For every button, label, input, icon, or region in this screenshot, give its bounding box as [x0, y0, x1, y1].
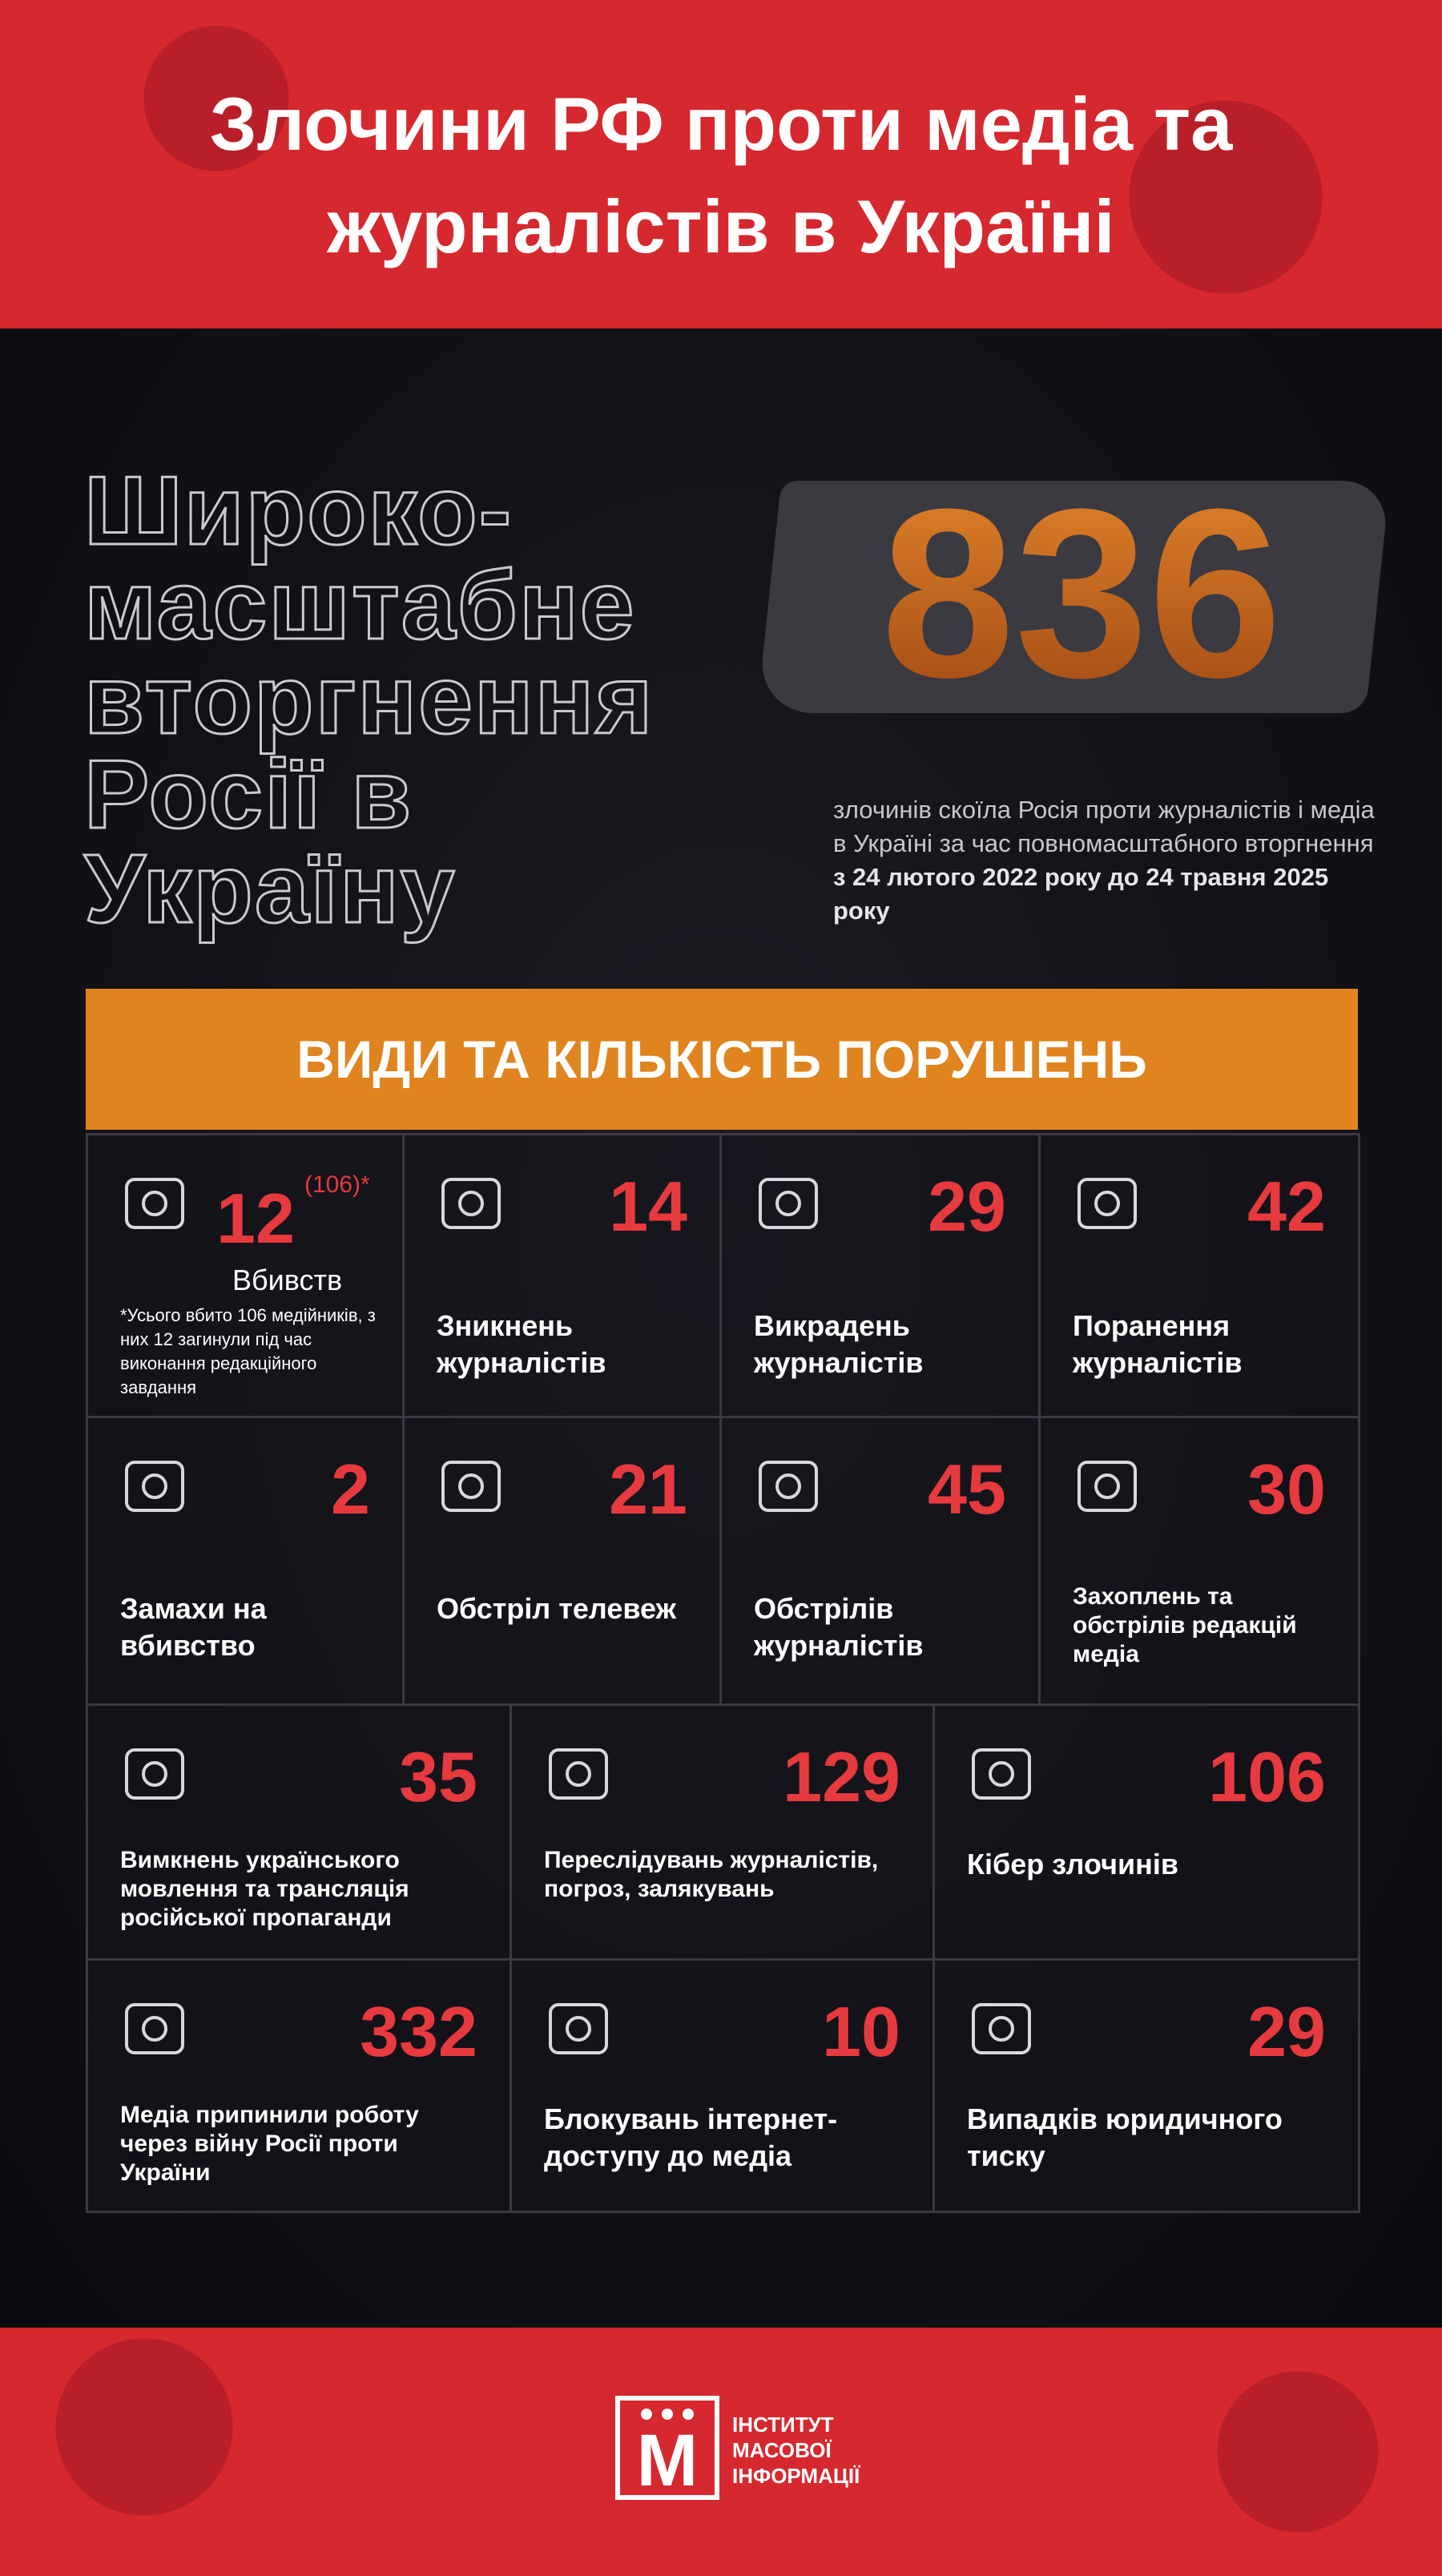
total-number: 836	[793, 473, 1370, 713]
stat-label: Вбивств	[232, 1264, 343, 1296]
stat-number: 106	[1208, 1737, 1326, 1816]
outline-line: Росії в	[83, 740, 413, 849]
icon	[972, 2003, 1031, 2054]
stat-cell: 45 Обстрілів журналістів	[719, 1416, 1041, 1706]
stat-label: Обстрілів журналістів	[754, 1592, 924, 1662]
stat-number: 29	[1247, 1992, 1326, 2071]
stat-cell: 42 Поранення журналістів	[1038, 1133, 1360, 1418]
logo-dot	[683, 2409, 694, 2420]
footer	[0, 2328, 1442, 2576]
logo-dot	[662, 2409, 673, 2420]
logo-text: МАСОВОЇ	[732, 2438, 832, 2462]
stat-number: 42	[1247, 1167, 1326, 1246]
icon	[125, 1178, 184, 1229]
logo-dot	[641, 2409, 652, 2420]
stat-cell: 30 Захоплень та обстрілів редакцій медіа	[1038, 1416, 1360, 1706]
title-line: Злочини РФ проти медіа та	[209, 82, 1233, 166]
icon	[125, 2003, 184, 2054]
logo: М	[615, 2396, 719, 2501]
icon	[125, 1461, 184, 1512]
logo-text: ІНФОРМАЦІЇ	[732, 2464, 860, 2488]
stat-label: Переслідувань журналістів, погроз, заляк…	[544, 1847, 879, 1902]
stat-label: Кібер злочинів	[967, 1848, 1179, 1881]
stat-label: Поранення журналістів	[1073, 1309, 1243, 1379]
icon	[1077, 1178, 1137, 1229]
stat-label: Вимкнень українського мовлення та трансл…	[120, 1847, 409, 1931]
outline-line: масштабне	[83, 550, 636, 659]
logo-text: ІНСТИТУТ	[732, 2413, 834, 2437]
icon	[759, 1178, 818, 1229]
stat-cell: 106 Кібер злочинів	[932, 1703, 1360, 1961]
stat-superscript: (106)*	[304, 1171, 370, 1198]
stat-number: 30	[1247, 1449, 1326, 1529]
stat-cell: 29 Викрадень журналістів	[719, 1133, 1041, 1418]
stat-label: Замахи на вбивство	[120, 1592, 267, 1662]
stat-number: 29	[928, 1167, 1006, 1246]
stat-number: 10	[822, 1992, 900, 2071]
outline-line: вторгнення	[83, 645, 655, 754]
stat-cell: 2 Замахи на вбивство	[86, 1416, 405, 1706]
icon	[549, 1748, 608, 1800]
title-line: журналістів в Україні	[327, 184, 1115, 268]
stat-label: Блокувань інтернет-доступу до медіа	[544, 2102, 838, 2172]
stat-number: 35	[399, 1737, 477, 1816]
description-dates: з 24 лютого 2022 року до 24 травня 2025 …	[833, 863, 1329, 925]
stat-cell: 29 Випадків юридичного тиску	[932, 1958, 1360, 2213]
stat-label: Медіа припинили роботу через війну Росії…	[120, 2102, 419, 2186]
header: Злочини РФ проти медіа та журналістів в …	[0, 0, 1442, 329]
stat-number: 14	[609, 1167, 687, 1246]
stat-cell: 10 Блокувань інтернет-доступу до медіа	[510, 1958, 935, 2213]
stat-cell: 129 Переслідувань журналістів, погроз, за…	[510, 1703, 935, 1961]
stat-number: 45	[928, 1449, 1006, 1529]
description-text: злочинів скоїла Росія проти журналістів …	[833, 796, 1375, 857]
stat-label: Зникнень журналістів	[437, 1309, 606, 1379]
section-title: ВИДИ ТА КІЛЬКІСТЬ ПОРУШЕНЬ	[86, 989, 1358, 1130]
icon	[759, 1461, 818, 1512]
stat-number: 332	[360, 1992, 477, 2071]
stat-cell: 12 (106)* Вбивств *Усього вбито 106 медійни…	[86, 1133, 405, 1418]
icon	[549, 2003, 608, 2054]
stat-note: *Усього вбито 106 медійників, з них 12 з…	[120, 1305, 376, 1397]
stat-cell: 332 Медіа припинили роботу через війну Ро…	[86, 1958, 512, 2213]
icon	[441, 1178, 501, 1229]
stat-number: 12	[216, 1179, 295, 1258]
stat-cell: 35 Вимкнень українського мовлення та тран…	[86, 1703, 512, 1961]
outline-line: Україну	[83, 834, 457, 943]
icon	[972, 1748, 1031, 1800]
outline-line: Широко-	[83, 456, 514, 565]
stat-number: 21	[609, 1449, 687, 1529]
icon	[125, 1748, 184, 1800]
stat-cell: 21 Обстріл телевеж	[402, 1416, 722, 1706]
description: злочинів скоїла Росія проти журналістів …	[833, 793, 1386, 928]
stat-cell: 14 Зникнень журналістів	[402, 1133, 722, 1418]
stat-number: 129	[783, 1737, 900, 1816]
stat-label: Обстріл телевеж	[437, 1592, 677, 1625]
icon	[441, 1461, 501, 1512]
stat-number: 2	[331, 1449, 370, 1529]
stat-label: Випадків юридичного тиску	[967, 2102, 1283, 2172]
icon	[1077, 1461, 1137, 1512]
stat-label: Захоплень та обстрілів редакцій медіа	[1073, 1583, 1297, 1667]
stat-label: Викрадень журналістів	[754, 1309, 924, 1379]
